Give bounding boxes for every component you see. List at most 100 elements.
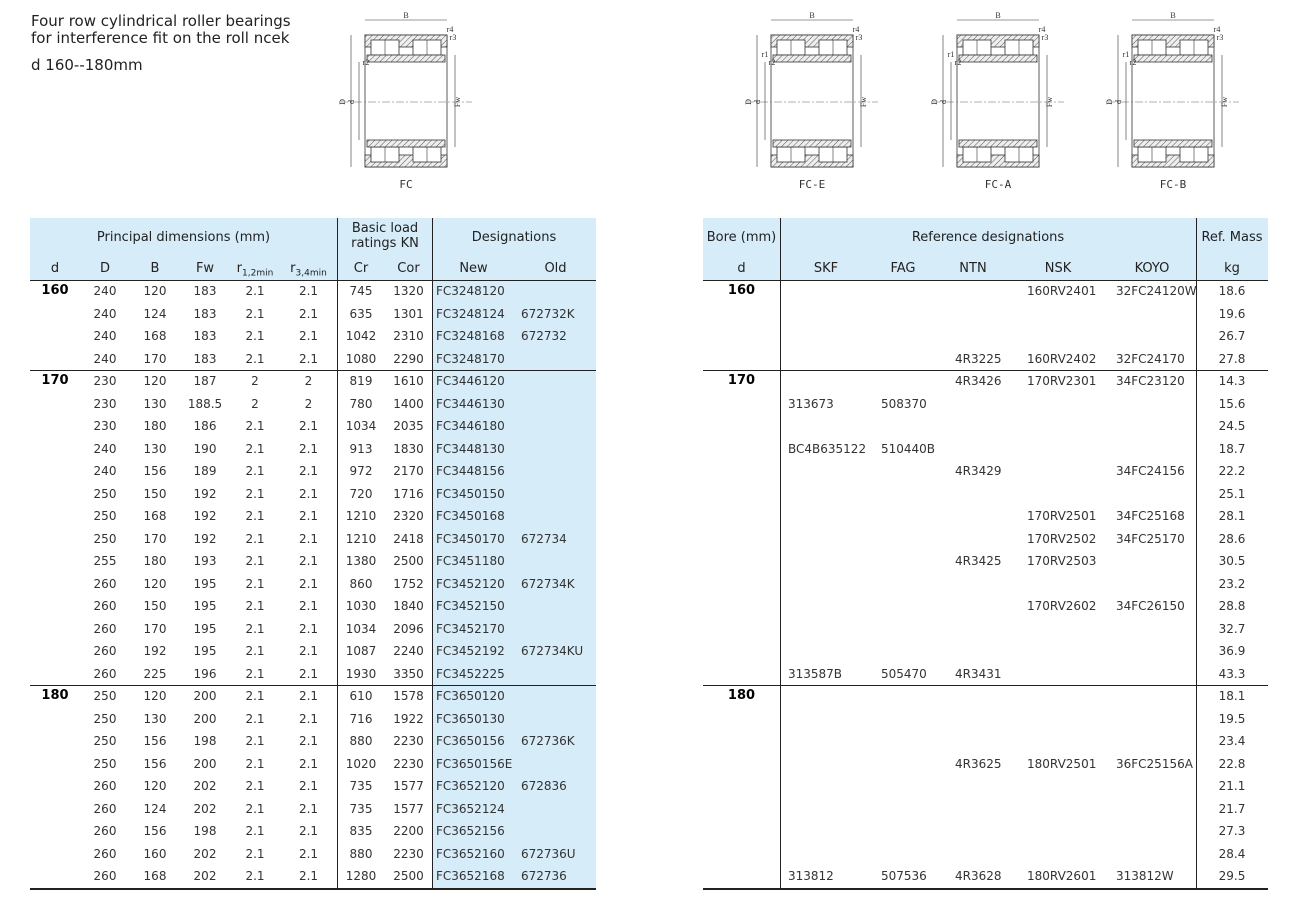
mass-value: 36.9 — [1218, 644, 1246, 658]
cell: 1930 — [345, 666, 377, 681]
cell: 250 — [93, 711, 117, 726]
cell: 1210 — [345, 531, 377, 546]
cell: FC3448156 — [436, 464, 505, 478]
cell: 2.1 — [298, 576, 319, 591]
column-header: Old — [544, 261, 567, 276]
cell: FC3450168 — [436, 509, 505, 523]
cell: FC3452192 — [436, 644, 505, 658]
cell: 313812W — [1116, 869, 1174, 883]
cell: 3350 — [393, 666, 424, 681]
dimension-label: B — [1170, 11, 1175, 20]
cell: 230 — [93, 374, 117, 388]
cell: 230 — [93, 396, 117, 411]
dimension-label: D — [338, 99, 347, 105]
group-header: Designations — [471, 230, 557, 245]
cell: 1320 — [393, 284, 424, 298]
cell: 260 — [93, 801, 117, 816]
cell: 168 — [143, 509, 167, 523]
dimension-label: r1 — [948, 50, 955, 59]
cell: FC3650156E — [436, 756, 513, 771]
cell: 34FC26150 — [1116, 599, 1185, 613]
cell: 36FC25156A — [1116, 756, 1193, 771]
cell: 2.1 — [298, 284, 319, 298]
dimension-label: r1 — [1123, 50, 1130, 59]
cell: 240 — [93, 306, 117, 321]
mass-value: 18.1 — [1218, 689, 1246, 703]
cell: FC3248170 — [436, 351, 505, 366]
cell: 2.1 — [245, 644, 265, 658]
cell: 1922 — [393, 711, 424, 726]
cell: 170 — [143, 621, 167, 636]
cell: FC3448130 — [436, 441, 505, 456]
column-header: B — [150, 261, 160, 276]
cell: FC3652168 — [436, 869, 505, 883]
cell: 170RV2301 — [1027, 374, 1097, 388]
cell: 2.1 — [245, 306, 265, 321]
group-header: Ref. Mass — [1201, 230, 1263, 245]
cell: 192 — [193, 531, 217, 546]
cell: 120 — [143, 576, 167, 591]
cell: 2230 — [393, 846, 424, 861]
cell: FC3452120 — [436, 576, 505, 591]
cell: 4R3225 — [955, 351, 1002, 366]
cell: 2035 — [393, 419, 424, 433]
cell: 2.1 — [245, 441, 265, 456]
cell: 735 — [349, 801, 373, 816]
cell: 1042 — [345, 329, 377, 343]
cell: 195 — [193, 621, 217, 636]
cell: FC3451180 — [436, 554, 505, 568]
rule — [337, 218, 338, 888]
cell: 240 — [93, 441, 117, 456]
cell: 4R3625 — [955, 756, 1002, 771]
cell: 168 — [143, 329, 167, 343]
mass-value: 24.5 — [1218, 419, 1246, 433]
cell: FC3446180 — [436, 419, 505, 433]
column-header: d — [737, 261, 746, 276]
cell: 32FC24120W — [1116, 284, 1197, 298]
mass-value: 27.8 — [1218, 351, 1246, 366]
dimension-label: Fw — [1045, 97, 1054, 107]
column-header: NSK — [1044, 261, 1072, 276]
cell: 1020 — [345, 756, 377, 771]
dimension-label: D — [744, 99, 753, 105]
cell: 1301 — [393, 306, 424, 321]
bore-value: 180 — [41, 688, 69, 703]
cell: 860 — [349, 576, 373, 591]
cell: 240 — [93, 464, 117, 478]
cell: 250 — [93, 486, 117, 501]
cell: 1400 — [393, 396, 424, 411]
cell: 2418 — [393, 531, 424, 546]
dimension-label: B — [403, 11, 408, 20]
cell: 2.1 — [298, 599, 319, 613]
cell: 2 — [304, 396, 313, 411]
intro-line: for interference fit on the roll ncek — [31, 29, 290, 47]
cell: 260 — [93, 644, 117, 658]
cell: 2.1 — [298, 306, 319, 321]
cell: 313812 — [788, 869, 834, 883]
cell: 124 — [143, 801, 167, 816]
cell: 672734 — [521, 531, 567, 546]
cell: 1830 — [393, 441, 424, 456]
inner-ring — [366, 54, 446, 63]
column-header: D — [99, 261, 110, 276]
inner-ring — [772, 139, 852, 148]
cell: 2.1 — [298, 846, 319, 861]
cell: 2.1 — [245, 351, 265, 366]
cell: 188.5 — [187, 396, 223, 411]
cell: 250 — [93, 689, 117, 703]
cell: 2.1 — [298, 464, 319, 478]
cell: 2096 — [393, 621, 424, 636]
mass-value: 28.6 — [1218, 531, 1246, 546]
mass-value: 21.7 — [1218, 801, 1246, 816]
column-header: Cor — [397, 261, 420, 276]
cell: 2.1 — [298, 621, 319, 636]
cell: 2.1 — [298, 689, 319, 703]
cell: 198 — [193, 734, 217, 748]
cell: 672736U — [521, 846, 576, 861]
mass-value: 43.3 — [1218, 666, 1246, 681]
cell: 202 — [193, 801, 217, 816]
cell: 170RV2503 — [1027, 554, 1097, 568]
dimension-label: B — [995, 11, 1000, 20]
cell: 780 — [349, 396, 373, 411]
